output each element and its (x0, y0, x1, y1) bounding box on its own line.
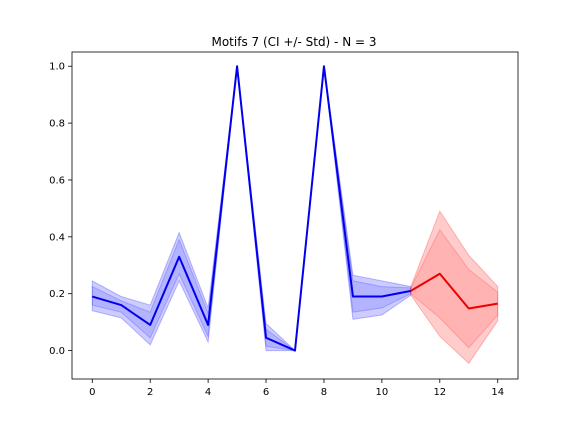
x-tick-label: 14 (491, 387, 504, 398)
x-tick-label: 6 (263, 387, 269, 398)
plot-frame (71, 51, 519, 380)
y-tick-label: 0.4 (49, 232, 65, 243)
series-0-outer-band (91, 66, 412, 352)
x-tick-label: 12 (433, 387, 446, 398)
series-1-inner-band (410, 228, 499, 349)
y-tick-label: 0.2 (49, 289, 65, 300)
x-tick-label: 2 (147, 387, 153, 398)
confidence-bands (91, 66, 499, 365)
y-tick-label: 0.0 (49, 346, 65, 357)
x-tick-label: 4 (205, 387, 211, 398)
series-0-mean-line (91, 65, 412, 352)
x-tick-label: 10 (376, 387, 389, 398)
series-1-mean-line (410, 272, 498, 310)
y-tick-label: 1.0 (49, 62, 65, 73)
y-axis: 0.0 0.2 0.4 0.6 0.8 1.0 (49, 62, 72, 357)
series-lines (91, 65, 498, 352)
x-axis: 0 2 4 6 8 10 12 14 (89, 379, 504, 398)
y-tick-label: 0.8 (49, 119, 65, 130)
series-1-outer-band (410, 210, 499, 365)
chart-title: Motifs 7 (CI +/- Std) - N = 3 (211, 35, 376, 49)
x-tick-label: 8 (321, 387, 327, 398)
series-0-inner-band (91, 66, 412, 352)
x-tick-label: 0 (89, 387, 95, 398)
y-tick-label: 0.6 (49, 175, 65, 186)
